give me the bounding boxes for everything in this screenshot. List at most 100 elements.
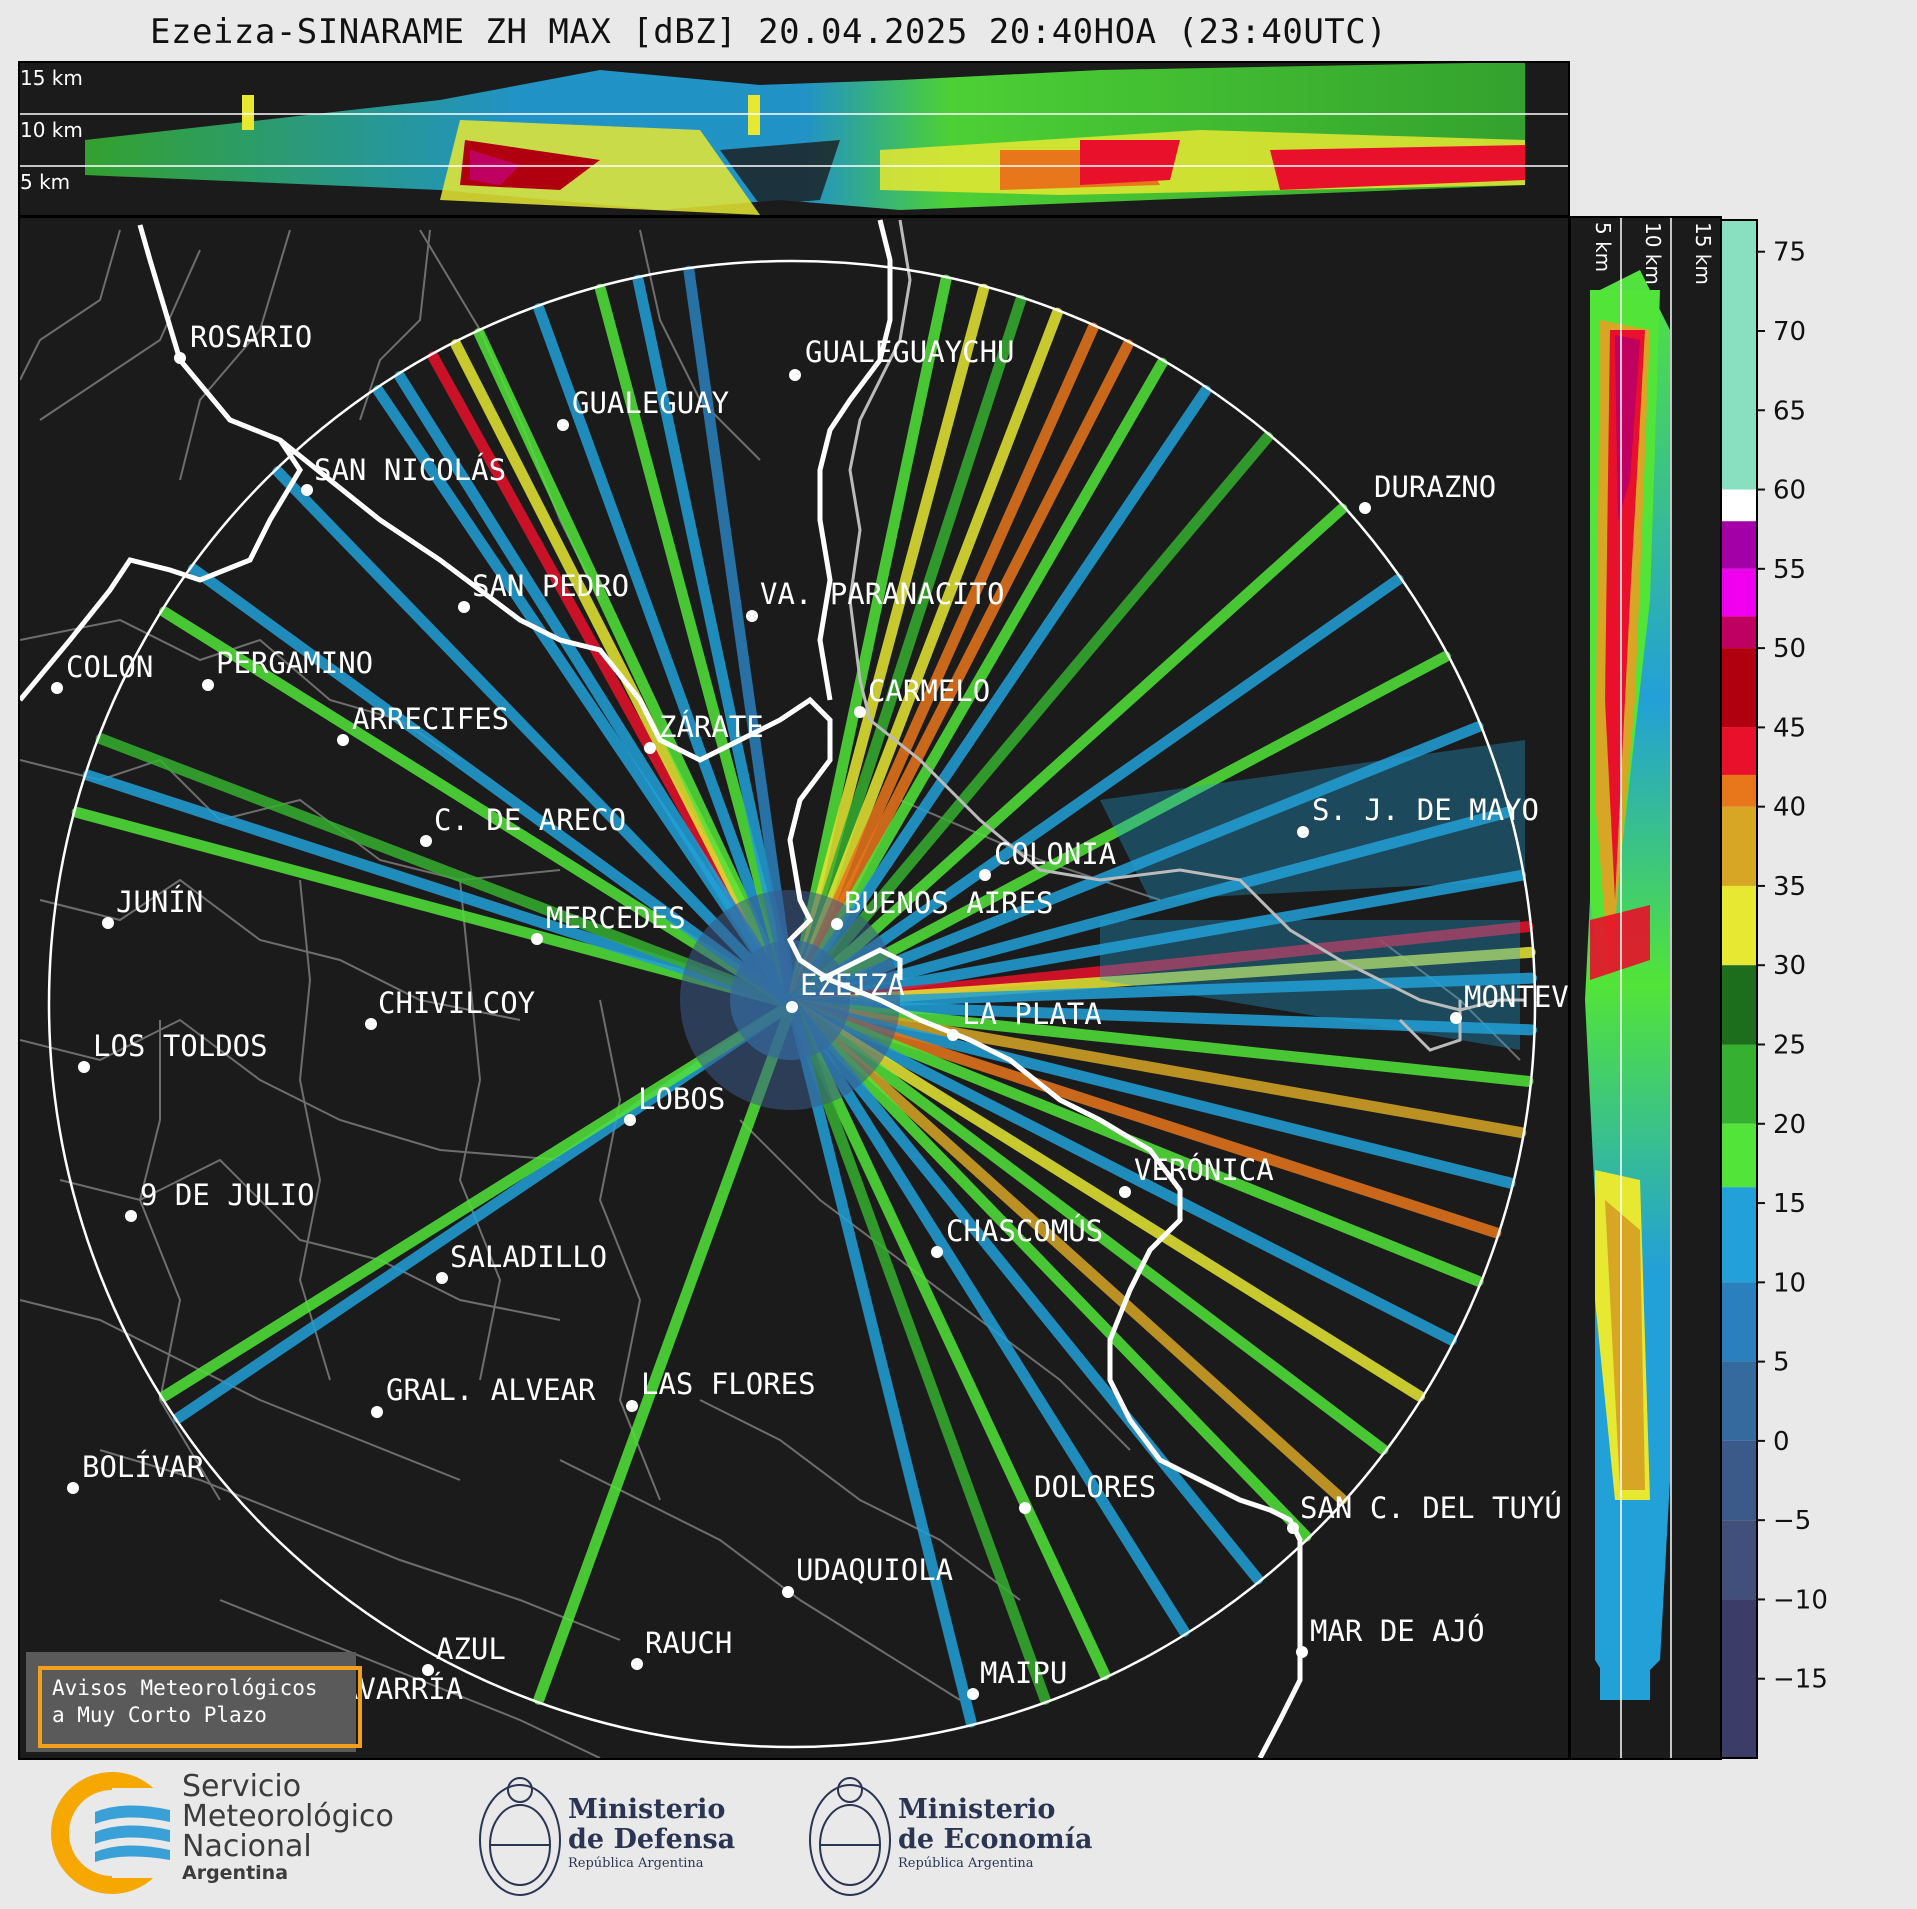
city-label: CHASCOMÚS xyxy=(946,1214,1103,1248)
city-marker xyxy=(51,682,63,694)
economia-coat-of-arms-icon xyxy=(809,1777,891,1896)
reflectivity-ray xyxy=(71,806,798,1010)
reflectivity-clutter xyxy=(680,740,1525,1110)
chart-title: Ezeiza-SINARAME ZH MAX [dBZ] 20.04.2025 … xyxy=(150,12,1388,52)
city-marker xyxy=(854,706,866,718)
city-marker xyxy=(125,1210,137,1222)
reflectivity-ray xyxy=(82,769,798,1010)
colorbar-band xyxy=(1721,965,1757,1045)
colorbar-tick-label: 5 xyxy=(1773,1348,1790,1378)
reflectivity-ray xyxy=(473,327,798,1010)
colorbar-tick-label: 0 xyxy=(1773,1427,1790,1457)
reflectivity-rays xyxy=(71,265,1538,1728)
city-label: C. DE ARECO xyxy=(434,803,626,837)
city-marker xyxy=(436,1272,448,1284)
city-marker xyxy=(947,1029,959,1041)
reflectivity-ray xyxy=(632,274,798,1010)
colorbar-band xyxy=(1721,774,1757,807)
reflectivity-ray xyxy=(786,998,1527,1138)
smn-line-2: Meteorológico xyxy=(182,1799,394,1834)
city-marker xyxy=(624,1114,636,1126)
colorbar-tick-label: −10 xyxy=(1773,1585,1828,1615)
city-label: LA PLATA xyxy=(962,997,1102,1031)
defensa-logo-text: Ministerio de Defensa República Argentin… xyxy=(568,1795,735,1873)
city-marker xyxy=(301,484,313,496)
colorbar-tick-label: 55 xyxy=(1773,555,1806,585)
colorbar-tick-label: −15 xyxy=(1773,1665,1828,1695)
top-alt-label: 10 km xyxy=(20,118,83,142)
city-marker xyxy=(1359,502,1371,514)
reflectivity-ray xyxy=(786,870,1527,1010)
city-marker xyxy=(371,1406,383,1418)
city-label: GUALEGUAY xyxy=(572,386,729,420)
city-marker xyxy=(531,933,543,945)
warning-box-frame[interactable]: Avisos Meteorológicos a Muy Corto Plazo xyxy=(38,1666,362,1748)
defensa-coat-of-arms-icon xyxy=(479,1777,561,1896)
city-marker xyxy=(1450,1012,1462,1024)
reflectivity-ray xyxy=(187,563,798,1010)
city-marker xyxy=(786,1001,798,1013)
reflectivity-ray xyxy=(786,998,1312,1542)
defensa-line-1: Ministerio xyxy=(568,1794,726,1825)
colorbar-tick-label: 45 xyxy=(1773,713,1806,743)
city-marker xyxy=(67,1482,79,1494)
city-label: BOLÍVAR xyxy=(82,1450,205,1484)
city-marker xyxy=(174,352,186,364)
colorbar-tick-label: 35 xyxy=(1773,872,1806,902)
side-cross-section: 5 km 10 km 15 km xyxy=(1569,216,1722,1760)
colorbar-band xyxy=(1721,1187,1757,1283)
colorbar-tick-label: 30 xyxy=(1773,951,1806,981)
reflectivity-ray xyxy=(786,294,1027,1010)
warning-box: Avisos Meteorológicos a Muy Corto Plazo xyxy=(26,1652,362,1752)
reflectivity-ray xyxy=(786,998,1457,1346)
reflectivity-ray xyxy=(786,998,1389,1455)
reflectivity-ray xyxy=(372,385,798,1010)
reflectivity-ray xyxy=(786,357,1168,1010)
colorbar-frame xyxy=(1720,219,1758,1759)
colorbar-tick-label: 20 xyxy=(1773,1110,1806,1140)
smn-line-4: Argentina xyxy=(182,1862,289,1884)
city-markers: ROSARIO GUALEGUAYCHU GUALEGUAY SAN NICOLÁS D… xyxy=(51,320,1568,1716)
side-alt-label: 10 km xyxy=(1641,222,1665,285)
colorbar-tick-label: 65 xyxy=(1773,396,1806,426)
economia-logo-text: Ministerio de Economía República Argenti… xyxy=(898,1795,1092,1873)
city-label: ARRECIFES xyxy=(352,702,509,736)
economia-line-3: República Argentina xyxy=(898,1856,1034,1871)
reflectivity-ray xyxy=(786,998,977,1728)
city-marker xyxy=(644,742,656,754)
colorbar-band xyxy=(1721,568,1757,617)
reflectivity-ray xyxy=(786,385,1212,1010)
city-label: VERÓNICA xyxy=(1134,1153,1274,1187)
city-marker xyxy=(1296,1646,1308,1658)
city-label: DOLORES xyxy=(1034,1470,1156,1504)
city-label: SAN NICOLÁS xyxy=(314,453,506,487)
city-marker xyxy=(931,1246,943,1258)
city-marker xyxy=(458,601,470,613)
city-label: JUNÍN xyxy=(116,885,203,919)
city-marker xyxy=(1297,826,1309,838)
city-label: S. J. DE MAYO xyxy=(1312,793,1539,827)
defensa-line-2: de Defensa xyxy=(568,1824,736,1855)
city-marker xyxy=(365,1018,377,1030)
city-label: BUENOS AIRES xyxy=(844,886,1054,920)
reflectivity-ray xyxy=(786,574,1404,1010)
colorbar-band xyxy=(1721,1044,1757,1124)
reflectivity-ray xyxy=(786,998,1051,1705)
reflectivity-ray xyxy=(786,972,1538,1010)
colorbar-tick-label: 50 xyxy=(1773,634,1806,664)
colorbar-band xyxy=(1721,885,1757,966)
reflectivity-ray xyxy=(786,998,1190,1638)
colorbar-band xyxy=(1721,1520,1757,1600)
reflectivity-ray xyxy=(786,431,1274,1010)
colorbar-band xyxy=(1721,521,1757,569)
smn-logo-text: Servicio Meteorológico Nacional Argentin… xyxy=(182,1772,394,1885)
city-label: RAUCH xyxy=(645,1626,732,1660)
colorbar-band xyxy=(1721,806,1757,886)
colorbar-tick-label: 75 xyxy=(1773,238,1806,268)
economia-line-2: de Economía xyxy=(898,1824,1093,1855)
top-alt-label: 5 km xyxy=(20,170,70,194)
city-label: MAIPU xyxy=(980,1656,1067,1690)
city-label: DURAZNO xyxy=(1374,470,1496,504)
reflectivity-ray xyxy=(786,307,1063,1010)
city-marker xyxy=(979,869,991,881)
